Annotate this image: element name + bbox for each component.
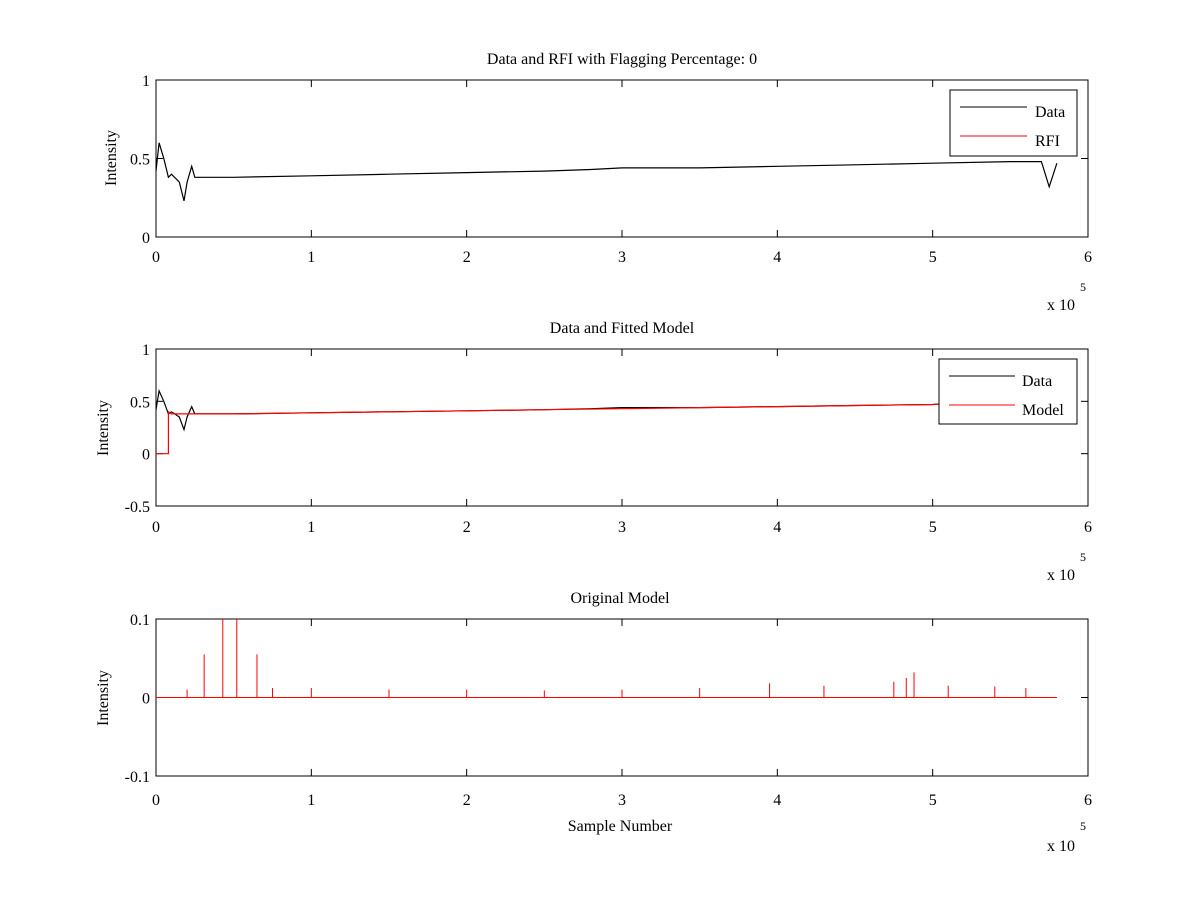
x-tick-label: 5 bbox=[929, 792, 937, 809]
panel-data-and-rfi: Data and RFI with Flagging Percentage: 0… bbox=[103, 51, 1092, 314]
x-tick-label: 6 bbox=[1084, 249, 1092, 266]
y-tick-label: 0.5 bbox=[130, 394, 150, 411]
y-tick-label: 0.1 bbox=[130, 612, 150, 629]
legend-label-rfi: RFI bbox=[1035, 133, 1060, 150]
y-axis-label: Intensity bbox=[95, 400, 112, 456]
x-tick-label: 1 bbox=[307, 249, 315, 266]
x-tick-label: 1 bbox=[307, 519, 315, 536]
chart-title: Original Model bbox=[570, 590, 670, 607]
legend: Data Model bbox=[938, 358, 1078, 425]
series-line-data bbox=[155, 142, 1058, 202]
x-tick-label: 0 bbox=[152, 249, 160, 266]
y-tick-label: 0 bbox=[142, 230, 150, 247]
x-tick-label: 6 bbox=[1084, 519, 1092, 536]
y-axis-label: Intensity bbox=[103, 130, 120, 186]
y-tick-label: 0 bbox=[142, 447, 150, 464]
x-tick-label: 4 bbox=[773, 519, 781, 536]
plot-area bbox=[155, 348, 1089, 507]
legend-box bbox=[949, 89, 1078, 157]
y-tick-label: -0.1 bbox=[125, 769, 150, 786]
plot-area bbox=[155, 79, 1089, 238]
x-axis-label: Sample Number bbox=[568, 818, 673, 835]
legend-label-data: Data bbox=[1022, 373, 1052, 390]
legend-box bbox=[938, 358, 1078, 425]
chart-title: Data and Fitted Model bbox=[550, 320, 695, 337]
y-tick-label: 0 bbox=[142, 691, 150, 708]
x-tick-label: 3 bbox=[618, 519, 626, 536]
x-tick-label: 3 bbox=[618, 249, 626, 266]
legend-label-data: Data bbox=[1035, 104, 1065, 121]
x-exponent-label: x 10 bbox=[1047, 838, 1075, 855]
y-axis-label: Intensity bbox=[95, 670, 112, 726]
x-exponent-label: x 10 bbox=[1047, 567, 1075, 584]
y-tick-label: 1 bbox=[142, 73, 150, 90]
x-tick-label: 2 bbox=[463, 249, 471, 266]
x-tick-label: 5 bbox=[929, 249, 937, 266]
x-exponent-power: 5 bbox=[1080, 550, 1086, 564]
panel-data-and-fitted-model: Data and Fitted Model Intensity 0 1 2 3 … bbox=[95, 320, 1092, 584]
x-tick-label: 2 bbox=[463, 519, 471, 536]
x-tick-label: 6 bbox=[1084, 792, 1092, 809]
x-tick-label: 2 bbox=[463, 792, 471, 809]
x-exponent-power: 5 bbox=[1080, 819, 1086, 833]
x-tick-label: 5 bbox=[929, 519, 937, 536]
y-tick-label: 1 bbox=[142, 342, 150, 359]
chart-title: Data and RFI with Flagging Percentage: 0 bbox=[487, 51, 757, 68]
x-tick-label: 4 bbox=[773, 792, 781, 809]
x-tick-label: 1 bbox=[307, 792, 315, 809]
y-tick-label: 0.5 bbox=[130, 152, 150, 169]
legend-label-model: Model bbox=[1022, 402, 1064, 419]
series-line-model bbox=[156, 402, 949, 455]
x-tick-label: 3 bbox=[618, 792, 626, 809]
x-exponent-power: 5 bbox=[1080, 280, 1086, 294]
panel-original-model: Original Model Intensity 0 1 2 3 4 5 6 -… bbox=[95, 590, 1092, 855]
x-exponent-label: x 10 bbox=[1047, 297, 1075, 314]
x-tick-label: 4 bbox=[773, 249, 781, 266]
x-tick-label: 0 bbox=[152, 792, 160, 809]
y-tick-label: -0.5 bbox=[125, 499, 150, 516]
x-tick-label: 0 bbox=[152, 519, 160, 536]
legend: Data RFI bbox=[949, 89, 1078, 157]
